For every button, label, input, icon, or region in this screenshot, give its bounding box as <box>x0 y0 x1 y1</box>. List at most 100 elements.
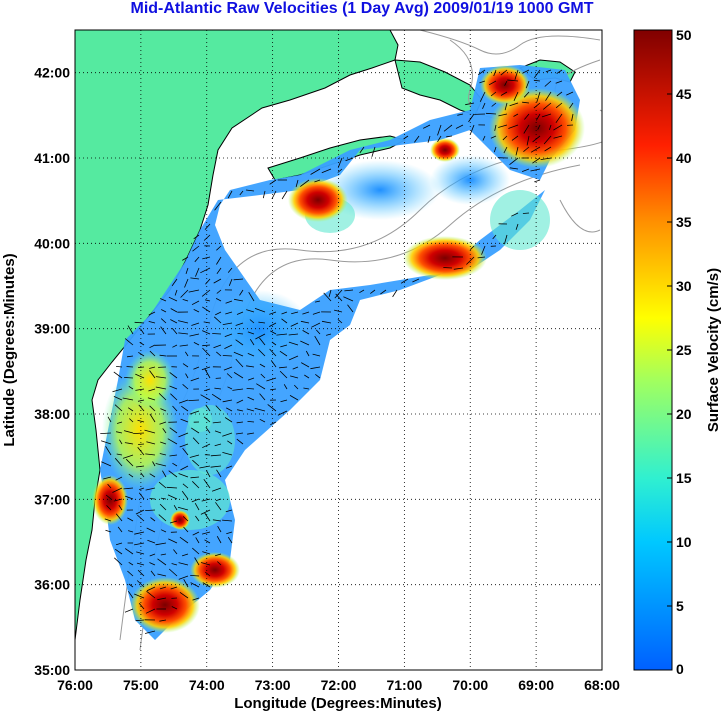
velocity-arrow <box>104 518 112 522</box>
velocity-arrow <box>202 330 211 335</box>
velocity-arrow <box>515 146 519 156</box>
velocity-arrow <box>305 350 310 357</box>
velocity-arrow <box>125 458 134 467</box>
velocity-arrow <box>202 306 211 313</box>
velocity-arrow <box>301 362 310 368</box>
velocity-arrow <box>225 300 233 304</box>
colorbar-tick-label: 25 <box>676 342 692 358</box>
velocity-arrow <box>325 333 332 336</box>
lat-tick-label: 40:00 <box>34 235 70 251</box>
velocity-arrow <box>106 505 112 511</box>
velocity-arrow <box>258 321 266 324</box>
velocity-arrow <box>192 597 200 601</box>
map-title: Mid-Atlantic Raw Velocities (1 Day Avg) … <box>130 0 594 17</box>
velocity-arrow <box>155 542 167 546</box>
velocity-arrow <box>247 377 255 381</box>
velocity-arrow <box>310 168 321 175</box>
velocity-arrow <box>203 478 211 489</box>
velocity-arrow <box>300 340 310 346</box>
velocity-arrow <box>204 368 211 379</box>
velocity-arrow <box>522 212 530 214</box>
velocity-arrow <box>160 529 167 533</box>
velocity-arrow <box>202 347 211 357</box>
velocity-arrow <box>113 371 123 379</box>
velocity-arrow <box>303 387 310 390</box>
velocity-arrow <box>172 462 178 467</box>
velocity-arrow <box>314 179 321 183</box>
velocity-arrow <box>260 373 266 379</box>
velocity-arrow <box>149 498 156 500</box>
velocity-arrow <box>194 256 200 263</box>
velocity-arrow <box>173 549 178 555</box>
velocity-arrow <box>145 630 156 634</box>
velocity-arrow <box>498 113 508 117</box>
velocity-arrow <box>222 519 233 522</box>
velocity-arrow <box>136 580 145 588</box>
velocity-arrow <box>281 311 288 315</box>
velocity-arrow <box>127 325 134 335</box>
velocity-arrow <box>118 504 123 511</box>
velocity-arrow <box>184 351 189 357</box>
velocity-arrow <box>294 384 299 390</box>
velocity-arrow <box>179 443 189 448</box>
velocity-arrow <box>182 483 189 489</box>
velocity-arrow <box>446 135 453 138</box>
velocity-arrow <box>455 124 464 129</box>
velocity-arrow <box>522 101 530 104</box>
velocity-arrow <box>128 583 134 588</box>
velocity-arrow <box>170 308 178 313</box>
velocity-arrow <box>214 201 222 211</box>
velocity-arrow <box>107 416 112 423</box>
velocity-arrow <box>148 311 156 316</box>
velocity-arrow <box>343 296 354 302</box>
velocity-arrow <box>149 405 156 412</box>
velocity-arrow <box>192 245 200 252</box>
velocity-arrow <box>146 441 156 445</box>
velocity-arrow <box>128 385 134 390</box>
velocity-arrow <box>509 102 519 107</box>
velocity-arrow <box>193 342 200 346</box>
velocity-arrow <box>147 539 156 544</box>
velocity-arrow <box>225 311 233 315</box>
velocity-arrow <box>169 372 178 379</box>
velocity-arrow <box>347 304 354 313</box>
velocity-arrow <box>137 419 145 423</box>
velocity-arrow <box>225 465 233 469</box>
velocity-arrow <box>490 135 497 139</box>
velocity-arrow <box>114 557 123 566</box>
velocity-arrow <box>127 530 134 533</box>
velocity-arrow <box>380 289 387 295</box>
velocity-arrow <box>222 322 233 325</box>
velocity-arrow <box>181 405 189 412</box>
velocity-arrow <box>145 509 156 511</box>
velocity-arrow <box>191 322 200 326</box>
velocity-arrow <box>213 278 222 284</box>
velocity-arrow <box>468 113 475 123</box>
velocity-arrow <box>157 558 167 566</box>
velocity-arrow <box>237 333 244 335</box>
velocity-arrow <box>247 432 255 435</box>
velocity-arrow <box>134 542 145 546</box>
velocity-arrow <box>129 418 134 423</box>
velocity-arrow <box>262 190 266 199</box>
velocity-arrow <box>556 69 563 74</box>
velocity-arrow <box>136 562 145 566</box>
velocity-arrow <box>359 289 365 294</box>
velocity-arrow <box>225 509 233 513</box>
velocity-arrow <box>180 289 189 298</box>
velocity-arrow <box>227 386 233 390</box>
velocity-arrow <box>280 399 288 403</box>
velocity-arrow <box>443 267 453 269</box>
colorbar-tick-label: 5 <box>676 598 684 614</box>
velocity-arrow <box>127 570 134 577</box>
velocity-arrow <box>155 376 167 379</box>
velocity-arrow <box>199 465 211 469</box>
velocity-arrow <box>160 298 167 302</box>
velocity-arrow <box>204 512 211 522</box>
velocity-arrow <box>504 234 508 245</box>
velocity-arrow <box>123 430 134 434</box>
lat-tick-label: 37:00 <box>34 491 70 507</box>
velocity-arrow <box>112 388 123 393</box>
velocity-arrow <box>203 416 211 423</box>
